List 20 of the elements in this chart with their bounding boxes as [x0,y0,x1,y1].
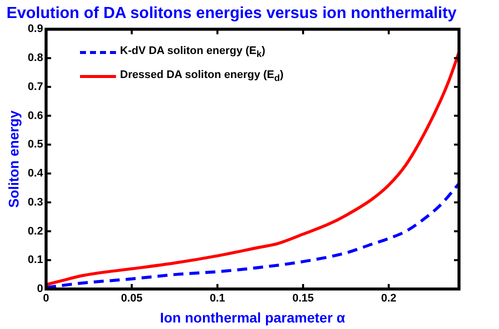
y-tick-label: 0.4 [28,168,44,180]
y-tick-label: 0.2 [28,225,44,238]
legend-label: K-dV DA soliton energy (E$_{k}$) [120,44,266,60]
y-tick-label: 0 [36,283,44,296]
x-tick-label: 0.1 [210,292,226,305]
chart-title: Evolution of DA solitons energies versus ion nonthermality [6,5,457,22]
y-tick-label: 0.8 [28,52,44,64]
y-axis-title: Soliton energy [5,110,22,208]
y-tick-label: 0.9 [28,23,44,36]
x-tick-label: 0.15 [292,292,314,305]
x-tick-label: 0.05 [121,292,142,305]
line-series [46,182,459,289]
x-tick-label: 0.2 [381,292,396,305]
y-tick-label: 0.6 [28,110,44,122]
y-tick-label: 0.5 [28,138,44,151]
y-tick-label: 0.1 [28,254,44,266]
y-tick-label: 0.3 [28,196,44,208]
legend-label: Dressed DA soliton energy (E$_{d}$) [120,68,284,84]
y-tick-label: 0.7 [28,80,44,93]
x-axis-title: Ion nonthermal parameter α [160,309,346,326]
